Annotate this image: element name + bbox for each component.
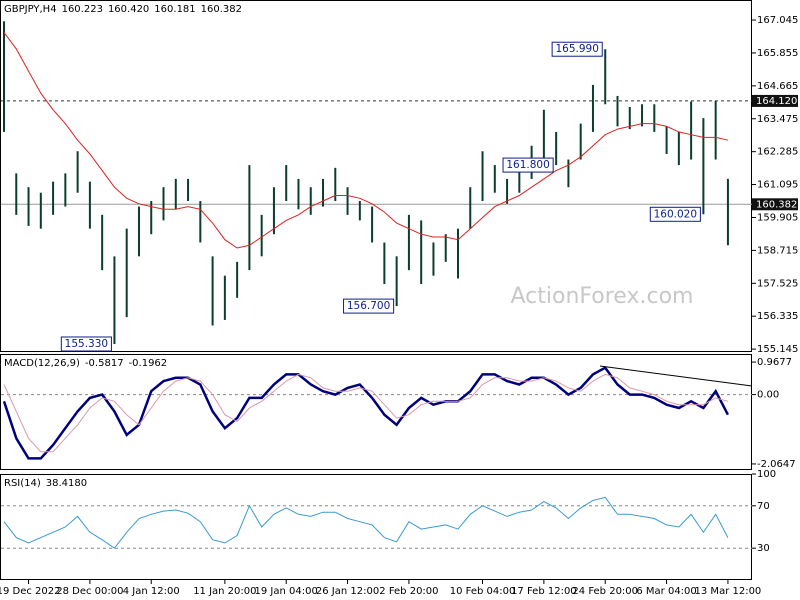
panel-title: GBPJPY,H4 — [4, 4, 57, 15]
y-tick-label: 155.145 — [757, 344, 798, 355]
x-tick-label: 6 Mar 04:00 — [636, 586, 696, 597]
trend-line — [599, 365, 753, 387]
panel-title: MACD(12,26,9) — [4, 358, 80, 369]
x-tick-label: 13 Mar 12:00 — [695, 586, 762, 597]
price-marker — [752, 94, 798, 107]
x-tick-label: 19 Jan 04:00 — [255, 586, 318, 597]
x-tick-label: 10 Feb 04:00 — [450, 586, 516, 597]
annotation-label: 160.020 — [654, 208, 697, 220]
price-panel — [0, 0, 752, 352]
header-value: 160.181 — [154, 4, 195, 15]
x-tick-label: 28 Dec 00:00 — [56, 586, 123, 597]
header-value: 160.223 — [62, 4, 103, 15]
x-tick-label: 26 Jan 12:00 — [316, 586, 379, 597]
price-marker-label: 164.120 — [756, 96, 797, 107]
x-tick-label: 19 Dec 2022 — [0, 586, 60, 597]
y-tick-label: 100 — [757, 469, 776, 480]
annotation-label: 156.700 — [347, 300, 390, 312]
annotation-label: 161.800 — [506, 159, 549, 171]
panel-header: RSI(14) 38.4180 — [4, 478, 87, 489]
indicator-line — [3, 496, 729, 549]
price-marker — [752, 198, 798, 211]
y-tick-label: 161.095 — [757, 180, 798, 191]
indicator-line — [3, 373, 729, 453]
x-tick-label: 4 Jan 12:00 — [123, 586, 180, 597]
header-value: -0.5817 — [85, 358, 124, 369]
macd-panel — [0, 354, 752, 470]
panel-header: MACD(12,26,9) -0.5817 -0.1962 — [4, 358, 167, 369]
header-value: 160.382 — [201, 4, 242, 15]
moving-average — [3, 32, 729, 249]
annotation-box — [649, 206, 701, 222]
y-tick-label: -2.0647 — [757, 459, 796, 470]
y-tick-label: 158.715 — [757, 245, 798, 256]
x-tick-label: 11 Jan 20:00 — [193, 586, 256, 597]
annotation-box — [502, 157, 554, 173]
annotation-label: 155.330 — [65, 338, 108, 350]
x-tick-label: 17 Feb 12:00 — [511, 586, 577, 597]
y-tick-label: 164.665 — [757, 81, 798, 92]
y-tick-label: 0.00 — [757, 390, 779, 401]
annotation-box — [60, 336, 112, 352]
y-tick-label: 156.335 — [757, 311, 798, 322]
watermark: ActionForex.com — [511, 284, 694, 309]
y-tick-label: 30 — [757, 543, 770, 554]
header-value: 160.420 — [108, 4, 149, 15]
y-tick-label: 167.045 — [757, 15, 798, 26]
y-tick-label: 162.285 — [757, 147, 798, 158]
y-tick-label: 165.855 — [757, 48, 798, 59]
annotation-label: 165.990 — [555, 43, 598, 55]
y-tick-label: 70 — [757, 501, 770, 512]
header-value: -0.1962 — [129, 358, 168, 369]
y-tick-label: 159.905 — [757, 212, 798, 223]
x-tick-label: 24 Feb 20:00 — [572, 586, 638, 597]
y-tick-label: 163.475 — [757, 114, 798, 125]
y-tick-label: 0.9677 — [757, 357, 792, 368]
annotation-box — [343, 298, 395, 314]
indicator-line — [2, 366, 730, 460]
y-tick-label: 157.525 — [757, 278, 798, 289]
panel-header: GBPJPY,H4 160.223 160.420 160.181 160.382 — [4, 4, 242, 15]
price-marker-label: 160.382 — [756, 199, 797, 210]
x-tick-label: 2 Feb 20:00 — [379, 586, 438, 597]
rsi-panel — [0, 474, 752, 580]
annotation-box — [551, 41, 603, 57]
panel-title: RSI(14) — [4, 478, 41, 489]
header-value: 38.4180 — [46, 478, 87, 489]
